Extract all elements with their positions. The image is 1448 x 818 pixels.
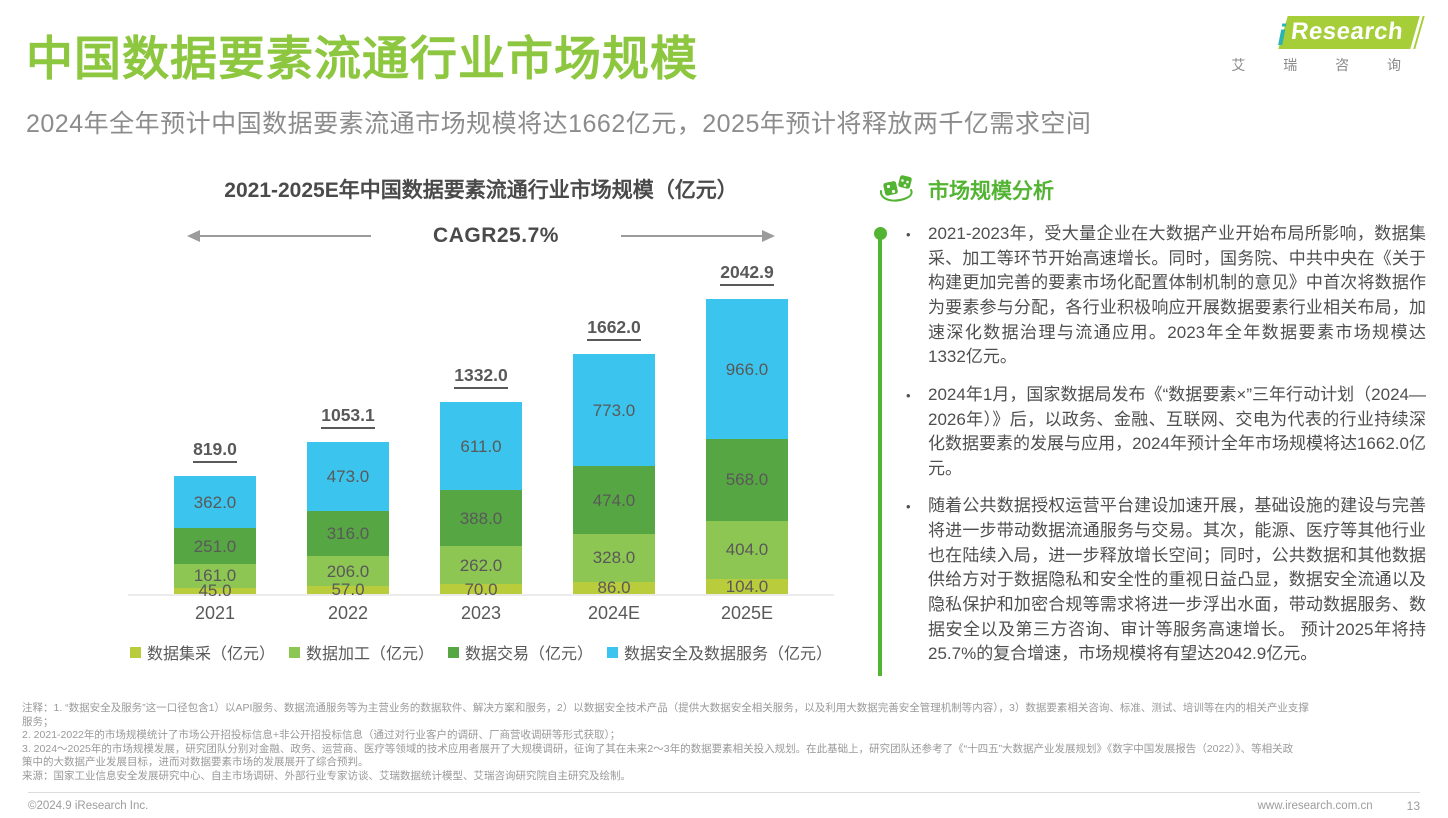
cagr-left-arrow-icon	[187, 230, 372, 243]
iresearch-logo: i Research 艾 瑞 咨 询	[1221, 16, 1423, 75]
analysis-bullet-list: • 2021-2023年，受大量企业在大数据产业开始布局所影响，数据集采、加工等环…	[882, 222, 1426, 680]
bar-segment: 206.0	[307, 556, 389, 586]
x-axis-labels: 2021 2022 2023 2024E 2025E	[128, 603, 834, 624]
legend-swatch-icon	[130, 646, 141, 658]
bar-group-2024E: 1662.0 773.0 474.0 328.0 86.0	[573, 317, 655, 597]
logo-green-banner: Research	[1278, 16, 1423, 49]
bar-stack-2025E: 966.0 568.0 404.0 104.0	[706, 299, 788, 595]
bar-segment: 362.0	[174, 475, 256, 529]
analysis-bullet: • 随着公共数据授权运营平台建设加速开展，基础设施的建设与完善将进一步带动数据流通…	[906, 494, 1426, 666]
footnote-line: 来源：国家工业信息安全发展研究中心、自主市场调研、外部行业专家访谈、艾瑞数据统计…	[22, 769, 631, 782]
legend-item: 数据加工（亿元）	[288, 640, 434, 664]
copyright-text: ©2024.9 iResearch Inc.	[28, 800, 149, 812]
bar-segment: 251.0	[174, 528, 256, 565]
stacked-bar-chart: 819.0 362.0 251.0 161.0 45.0 1053.1 473.0 316.0…	[128, 258, 834, 599]
chart-title: 2021-2025E年中国数据要素流通行业市场规模（亿元）	[224, 179, 738, 203]
bar-segment: 773.0	[573, 354, 655, 466]
bar-segment: 328.0	[573, 534, 655, 582]
analysis-bullet-text: 2024年1月，国家数据局发布《“数据要素×”三年行动计划（2024—2026年…	[928, 384, 1426, 478]
analysis-bullet: • 2021-2023年，受大量企业在大数据产业开始布局所影响，数据集采、加工等环…	[906, 222, 1426, 370]
page-title: 中国数据要素流通行业市场规模	[26, 32, 698, 85]
bar-segment: 611.0	[440, 401, 522, 491]
legend-label: 数据交易（亿元）	[464, 646, 593, 664]
bar-segment: 474.0	[573, 465, 655, 535]
cagr-right-arrow-icon	[620, 230, 775, 243]
bar-stack-2021: 362.0 251.0 161.0 45.0	[174, 475, 256, 599]
legend-swatch-icon	[447, 646, 459, 658]
analysis-bullet: • 2024年1月，国家数据局发布《“数据要素×”三年行动计划（2024—2026…	[906, 383, 1426, 482]
bar-segment: 161.0	[174, 564, 256, 588]
x-axis-label: 2023	[460, 603, 502, 624]
bar-group-2023: 1332.0 611.0 388.0 262.0 70.0	[440, 365, 522, 598]
bar-total-label: 2042.9	[720, 262, 774, 287]
cagr-annotation: CAGR25.7%	[128, 224, 834, 248]
cagr-label: CAGR25.7%	[433, 224, 559, 248]
bar-group-2025E: 2042.9 966.0 568.0 404.0 104.0	[706, 262, 788, 595]
bullet-dot-icon: •	[906, 499, 911, 515]
legend-item: 数据交易（亿元）	[447, 640, 593, 664]
chart-legend: 数据集采（亿元） 数据加工（亿元） 数据交易（亿元） 数据安全及数据服务（亿元）	[128, 640, 834, 664]
bullet-dot-icon: •	[906, 227, 911, 243]
legend-item: 数据集采（亿元）	[130, 640, 275, 664]
logo-chinese-name: 艾 瑞 咨 询	[1231, 57, 1418, 73]
timeline-rail	[873, 227, 887, 676]
footnote-line: 3. 2024～2025年的市场规模发展，研究团队分别对金融、政务、运营商、医疗…	[22, 742, 1294, 755]
bar-total-label: 1053.1	[321, 405, 375, 430]
legend-label: 数据集采（亿元）	[147, 646, 276, 664]
page-subtitle: 2024年全年预计中国数据要素流通市场规模将达1662亿元，2025年预计将释放…	[26, 110, 1092, 139]
logo-brand-text: Research	[1289, 18, 1405, 45]
chart-panel: 2021-2025E年中国数据要素流通行业市场规模（亿元） CAGR25.7% …	[128, 174, 834, 680]
website-link[interactable]: www.iresearch.com.cn	[1257, 800, 1373, 812]
bar-stack-2023: 611.0 388.0 262.0 70.0	[440, 401, 522, 598]
bar-group-2021: 819.0 362.0 251.0 161.0 45.0	[174, 439, 256, 599]
bar-segment: 86.0	[573, 579, 655, 597]
footnote-line: 2. 2021-2022年的市场规模统计了市场公开招投标信息+非公开招投标信息（…	[22, 729, 621, 742]
page-number: 13	[1406, 799, 1420, 813]
bar-stack-2022: 473.0 316.0 206.0 57.0	[307, 442, 389, 599]
analysis-body: • 2021-2023年，受大量企业在大数据产业开始布局所影响，数据集采、加工等环…	[873, 222, 1426, 680]
bar-segment: 262.0	[440, 546, 522, 584]
bar-total-label: 819.0	[193, 439, 237, 463]
bar-total-label: 1662.0	[587, 317, 641, 342]
header: 中国数据要素流通行业市场规模 i Research 艾 瑞 咨 询 2024年全…	[0, 0, 1448, 140]
bar-segment: 70.0	[440, 580, 522, 598]
footnote-line: 服务；	[22, 715, 54, 728]
analysis-title: 市场规模分析	[928, 180, 1054, 204]
main-content: 2021-2025E年中国数据要素流通行业市场规模（亿元） CAGR25.7% …	[0, 174, 1448, 680]
footer-bar: ©2024.9 iResearch Inc. www.iresearch.com…	[28, 792, 1420, 813]
legend-item: 数据安全及数据服务（亿元）	[606, 640, 832, 664]
bullet-dot-icon: •	[906, 387, 911, 403]
logo-i-letter: i	[1277, 19, 1286, 52]
x-axis-label: 2021	[194, 603, 236, 624]
bar-segment: 568.0	[706, 438, 788, 521]
bar-segment: 316.0	[307, 510, 389, 557]
analysis-bullet-text: 随着公共数据授权运营平台建设加速开展，基础设施的建设与完善将进一步带动数据流通服…	[928, 496, 1426, 664]
x-axis-label: 2022	[327, 603, 369, 624]
footnote-line: 注释：1. “数据安全及服务”这一口径包含1）以API服务、数据流通服务等为主营…	[22, 702, 1309, 714]
footnote-line: 策中的大数据产业发展目标，进而对数据要素市场的发展展开了综合预判。	[22, 756, 369, 769]
iresearch-logo-mark: i Research	[1221, 16, 1423, 52]
bar-segment: 388.0	[440, 490, 522, 547]
footnotes: 注释：1. “数据安全及服务”这一口径包含1）以API服务、数据流通服务等为主营…	[22, 702, 1426, 784]
legend-label: 数据安全及数据服务（亿元）	[623, 646, 832, 664]
bar-segment: 404.0	[706, 520, 788, 580]
bar-segment: 45.0	[174, 583, 256, 599]
dice-analysis-icon	[879, 175, 913, 202]
legend-swatch-icon	[288, 646, 300, 658]
legend-swatch-icon	[606, 646, 618, 658]
bar-total-label: 1332.0	[454, 365, 508, 389]
bar-segment: 473.0	[307, 442, 389, 511]
analysis-bullet-text: 2021-2023年，受大量企业在大数据产业开始布局所影响，数据集采、加工等环节…	[928, 224, 1426, 367]
legend-label: 数据加工（亿元）	[305, 646, 434, 664]
bar-stack-2024E: 773.0 474.0 328.0 86.0	[573, 354, 655, 597]
bar-group-2022: 1053.1 473.0 316.0 206.0 57.0	[307, 405, 389, 599]
bar-segment: 104.0	[706, 578, 788, 595]
analysis-panel: 市场规模分析 • 2021-2023年，受大量企业在大数据产业开始布局所影响，数据…	[873, 174, 1426, 680]
bar-segment: 57.0	[307, 581, 389, 599]
x-axis-label: 2024E	[587, 603, 641, 624]
bar-segment: 966.0	[706, 299, 788, 439]
x-axis-label: 2025E	[720, 603, 774, 624]
analysis-header: 市场规模分析	[878, 174, 1426, 206]
